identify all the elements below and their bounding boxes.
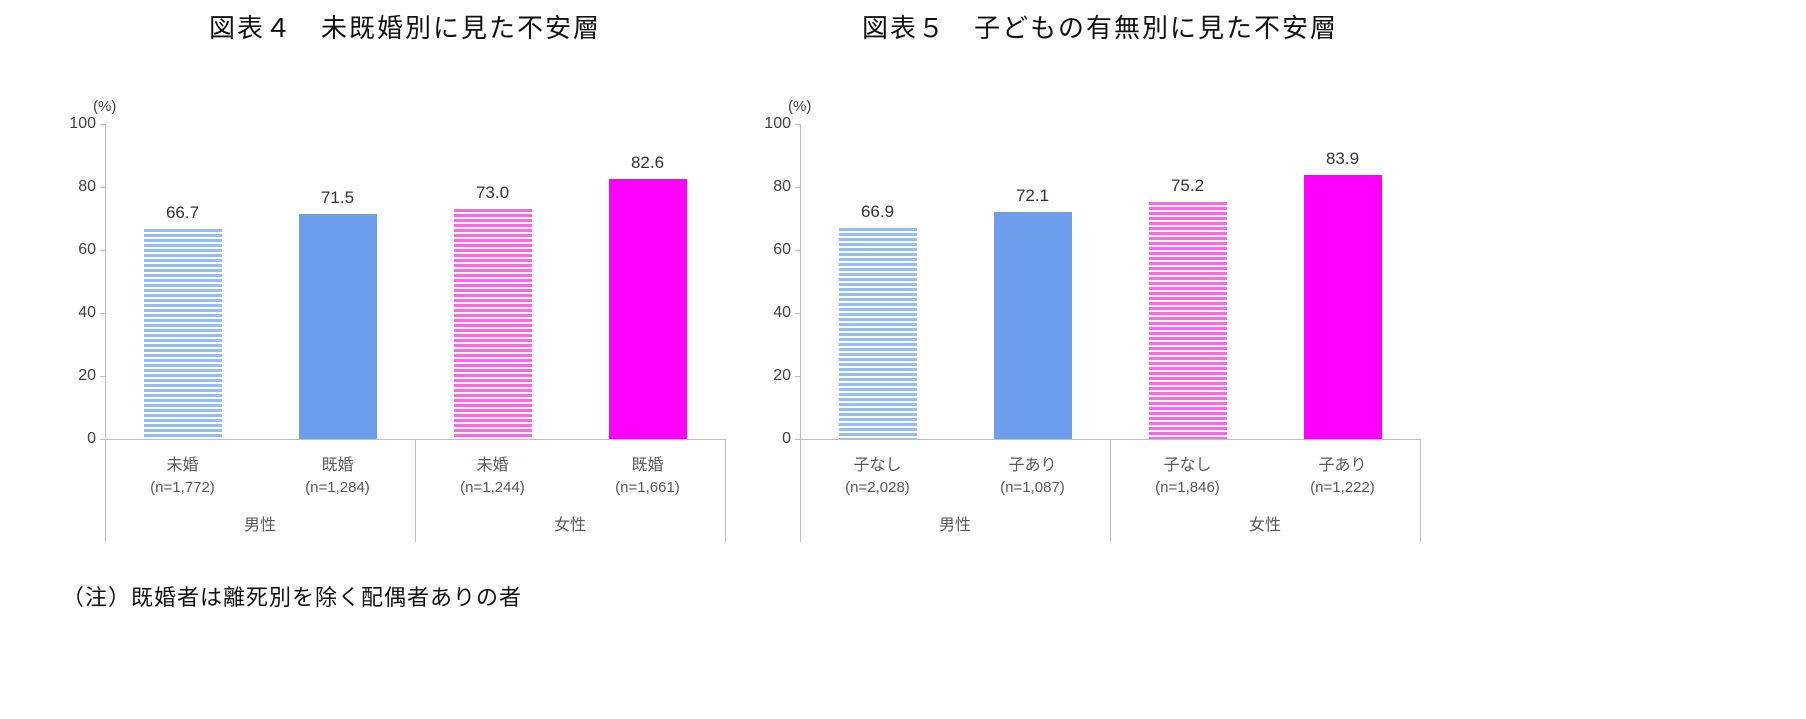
footnote: （注）既婚者は離死別を除く配偶者ありの者 <box>62 585 523 610</box>
y-tick-mark <box>795 313 800 314</box>
group-label: 女性 <box>553 517 586 534</box>
bar-category-label: 子なし <box>853 457 902 474</box>
y-tick-mark <box>100 187 105 188</box>
group-label: 男性 <box>938 517 971 534</box>
group-label: 女性 <box>1248 517 1281 534</box>
y-tick-label: 0 <box>782 430 791 447</box>
bar-n-label: (n=1,244) <box>460 479 525 496</box>
y-tick-label: 80 <box>78 178 96 195</box>
y-tick-mark <box>795 439 800 440</box>
bar-value-label: 66.7 <box>165 203 200 222</box>
bar <box>608 179 687 439</box>
group-label: 男性 <box>243 517 276 534</box>
group-separator <box>1420 439 1421 542</box>
y-tick-label: 100 <box>69 115 96 132</box>
y-tick-label: 40 <box>78 304 96 321</box>
bar-value-label: 73.0 <box>475 183 510 202</box>
bar-n-label: (n=1,846) <box>1155 479 1220 496</box>
bar-n-label: (n=1,284) <box>305 479 370 496</box>
y-tick-label: 80 <box>773 178 791 195</box>
bar-category-label: 子あり <box>1318 457 1367 474</box>
bar <box>453 209 532 439</box>
y-tick-mark <box>795 376 800 377</box>
bar-value-label: 82.6 <box>630 153 665 172</box>
bar-n-label: (n=2,028) <box>845 479 910 496</box>
y-tick-mark <box>100 376 105 377</box>
y-tick-mark <box>795 250 800 251</box>
bar-category-label: 既婚 <box>631 457 664 474</box>
y-tick-mark <box>100 250 105 251</box>
y-tick-label: 20 <box>773 367 791 384</box>
bar-value-label: 75.2 <box>1170 176 1205 195</box>
y-tick-mark <box>100 124 105 125</box>
bar-category-label: 未婚 <box>166 457 199 474</box>
bar-n-label: (n=1,661) <box>615 479 680 496</box>
bar-n-label: (n=1,087) <box>1000 479 1065 496</box>
figure-4-chart: 図表４ 未既婚別に見た不安層 (%) 0 20 40 60 80 100 66.7 未婚 (n=1… <box>60 12 750 556</box>
figure-4-plot: (%) 0 20 40 60 80 100 66.7 未婚 (n=1,772) 71.5 既婚 (n=1… <box>60 86 750 556</box>
y-tick-label: 100 <box>764 115 791 132</box>
bar-category-label: 未婚 <box>476 457 509 474</box>
y-axis-unit-label: (%) <box>93 98 117 115</box>
bar-category-label: 子あり <box>1008 457 1057 474</box>
bar <box>1148 202 1227 439</box>
y-tick-mark <box>795 124 800 125</box>
bar-value-label: 66.9 <box>860 202 895 221</box>
bar <box>143 229 222 439</box>
bar-value-label: 71.5 <box>320 188 355 207</box>
y-axis-line <box>105 124 106 439</box>
y-tick-mark <box>100 313 105 314</box>
y-tick-mark <box>795 187 800 188</box>
figure-5-chart: 図表５ 子どもの有無別に見た不安層 (%) 0 20 40 60 80 100 66.9 子なし… <box>755 12 1445 556</box>
group-separator <box>725 439 726 542</box>
bar <box>838 228 917 439</box>
y-axis-line <box>800 124 801 439</box>
group-separator <box>800 439 801 542</box>
figure-5-plot: (%) 0 20 40 60 80 100 66.9 子なし (n=2,028) 72.1 子あり (n… <box>755 86 1445 556</box>
bar-category-label: 既婚 <box>321 457 354 474</box>
bar <box>298 214 377 439</box>
group-separator <box>415 439 416 542</box>
bar <box>993 212 1072 439</box>
figure-5-title: 図表５ 子どもの有無別に見た不安層 <box>861 14 1338 43</box>
group-separator <box>105 439 106 542</box>
y-axis-unit-label: (%) <box>788 98 812 115</box>
group-separator <box>1110 439 1111 542</box>
bar <box>1303 175 1382 439</box>
bar-value-label: 83.9 <box>1325 149 1360 168</box>
y-tick-label: 60 <box>78 241 96 258</box>
figure-4-title: 図表４ 未既婚別に見た不安層 <box>208 14 601 43</box>
bar-value-label: 72.1 <box>1015 186 1050 205</box>
bar-n-label: (n=1,772) <box>150 479 215 496</box>
bar-category-label: 子なし <box>1163 457 1212 474</box>
y-tick-label: 20 <box>78 367 96 384</box>
bar-n-label: (n=1,222) <box>1310 479 1375 496</box>
y-tick-mark <box>100 439 105 440</box>
y-tick-label: 0 <box>87 430 96 447</box>
y-tick-label: 60 <box>773 241 791 258</box>
y-tick-label: 40 <box>773 304 791 321</box>
